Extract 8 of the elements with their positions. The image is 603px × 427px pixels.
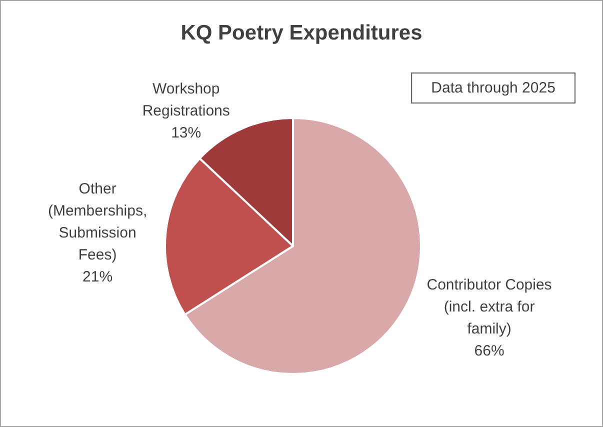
data-label: 66% <box>474 342 504 360</box>
data-label: 21% <box>82 268 113 286</box>
slice-label: Other (Memberships, Submission Fees) <box>48 180 148 264</box>
data-label: 13% <box>171 124 202 142</box>
slice-label: Workshop Registrations <box>142 80 230 120</box>
chart-title: KQ Poetry Expenditures <box>180 22 422 44</box>
slice-label: Contributor Copies (incl. extra for family) <box>426 276 552 338</box>
text: Data through 2025 <box>431 80 556 96</box>
